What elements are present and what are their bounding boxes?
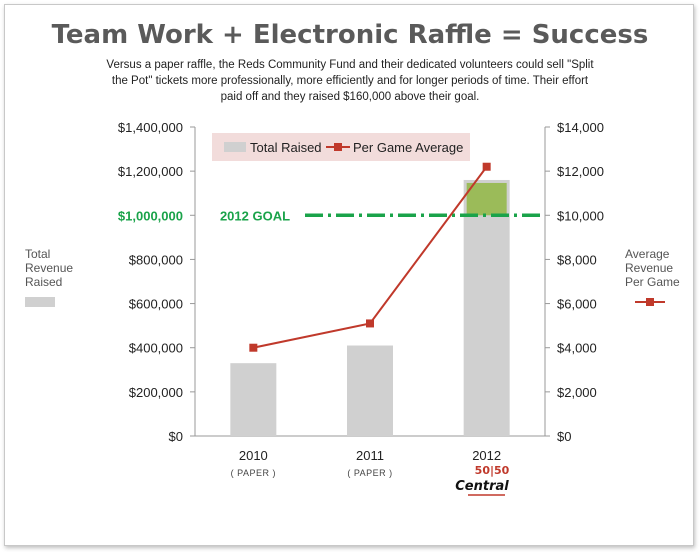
x-tick-label: 2011 bbox=[356, 448, 384, 463]
per-game-average-point bbox=[366, 319, 374, 328]
legend-bar-label: Total Raised bbox=[250, 140, 322, 155]
legend-line-marker bbox=[334, 143, 342, 151]
bar-total-raised bbox=[347, 345, 393, 436]
chart-subtitle: Versus a paper raffle, the Reds Communit… bbox=[106, 59, 594, 103]
left-tick-label: $200,000 bbox=[129, 385, 183, 400]
logo-5050: 50|50 bbox=[475, 464, 510, 477]
right-tick-label: $2,000 bbox=[557, 385, 597, 400]
left-tick-label: $800,000 bbox=[129, 252, 183, 267]
goal-label: 2012 GOAL bbox=[220, 208, 290, 223]
right-tick-label: $14,000 bbox=[557, 120, 604, 135]
logo-central: Central bbox=[455, 479, 509, 494]
left-tick-label: $0 bbox=[169, 429, 183, 444]
left-tick-label: $400,000 bbox=[129, 341, 183, 356]
left-tick-label: $600,000 bbox=[129, 297, 183, 312]
legend-line-label: Per Game Average bbox=[353, 140, 463, 155]
x-tick-label: 2010 bbox=[239, 448, 268, 463]
central-logo: 50|50 Central bbox=[455, 464, 510, 496]
right-tick-label: $12,000 bbox=[557, 164, 604, 179]
chart-title: Team Work + Electronic Raffle = Success bbox=[51, 20, 649, 50]
legend-bar-swatch bbox=[224, 142, 246, 152]
bars bbox=[230, 179, 510, 436]
chart-frame bbox=[4, 4, 694, 546]
goal-value-label: $1,000,000 bbox=[118, 208, 183, 223]
x-tick-note: ( PAPER ) bbox=[231, 468, 276, 478]
right-tick-label: $8,000 bbox=[557, 252, 597, 267]
left-axis: $0 $200,000 $400,000 $600,000 $800,000 $1,200… bbox=[118, 120, 195, 444]
per-game-average-point bbox=[249, 343, 258, 352]
left-side-label-text: Total Revenue Raised bbox=[25, 247, 74, 289]
right-side-label-text: Average Revenue Per Game bbox=[625, 247, 680, 289]
x-tick-note: ( PAPER ) bbox=[347, 468, 392, 478]
per-game-average-point bbox=[482, 162, 491, 171]
bar-total-raised bbox=[463, 179, 510, 436]
right-tick-label: $4,000 bbox=[557, 341, 597, 356]
right-side-label: Average Revenue Per Game bbox=[625, 247, 695, 309]
goal-line-group: 2012 GOAL $1,000,000 bbox=[118, 208, 545, 223]
left-side-swatch bbox=[25, 297, 55, 307]
left-side-label: Total Revenue Raised bbox=[25, 247, 95, 307]
bar-total-raised bbox=[230, 363, 277, 436]
x-tick-label: 2012 bbox=[472, 448, 501, 463]
right-tick-label: $6,000 bbox=[557, 297, 597, 312]
right-axis: $0 $2,000 $4,000 $6,000 $8,000 $10,000 $12,000… bbox=[545, 120, 604, 444]
right-tick-label: $10,000 bbox=[557, 208, 604, 223]
line-series bbox=[249, 162, 491, 352]
x-axis: 2010 ( PAPER ) 2011 ( PAPER ) 2012 bbox=[231, 448, 501, 478]
legend: Total Raised Per Game Average bbox=[212, 133, 470, 161]
left-tick-label: $1,400,000 bbox=[118, 120, 183, 135]
right-tick-label: $0 bbox=[557, 429, 571, 444]
left-tick-label: $1,200,000 bbox=[118, 164, 183, 179]
bar-above-goal-segment bbox=[466, 182, 507, 216]
right-side-swatch bbox=[635, 298, 665, 306]
